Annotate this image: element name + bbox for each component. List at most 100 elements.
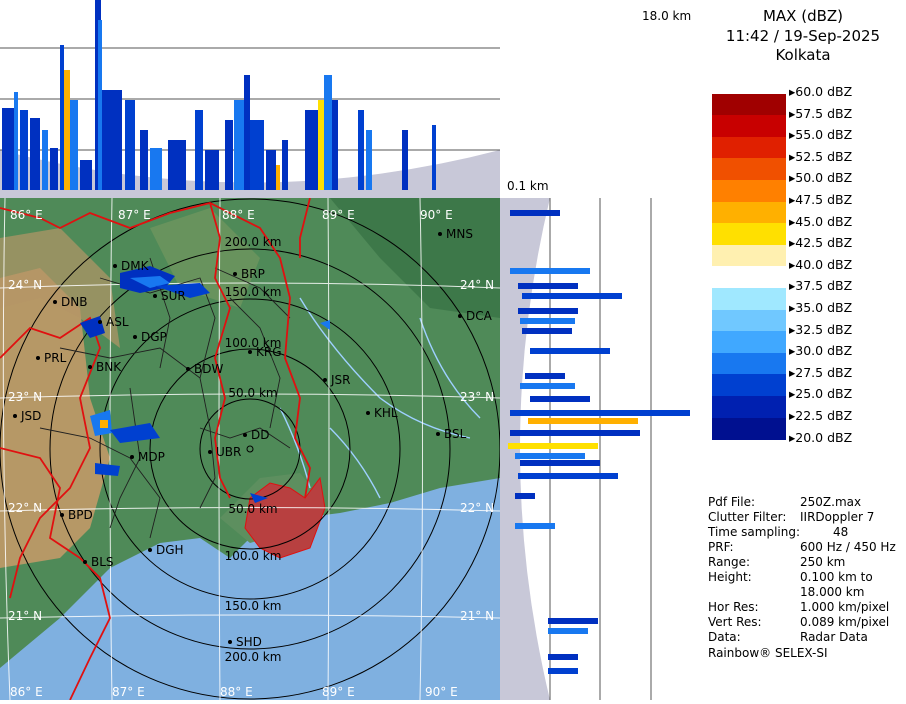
station-label: BRP: [241, 267, 265, 281]
side-echo-bar: [518, 473, 618, 479]
side-echo-bar: [518, 308, 578, 314]
legend-label: ▸45.0 dBZ: [789, 213, 853, 229]
range-label: 200.0 km: [225, 235, 282, 249]
top-echo-bar: [234, 100, 244, 190]
station-label: DCA: [466, 309, 493, 323]
top-echo-bar: [305, 110, 319, 190]
lat-label: 22° N: [8, 501, 42, 515]
datetime: 11:42 / 19-Sep-2025: [725, 27, 881, 45]
meta-key: Pdf File:: [708, 495, 756, 509]
legend-swatch: [712, 331, 786, 354]
top-echo-bar: [432, 125, 436, 190]
side-echo-bar: [530, 396, 590, 402]
side-echo-bar: [548, 654, 578, 660]
station-label: DGH: [156, 543, 184, 557]
station-label: DD: [251, 428, 269, 442]
top-echo-bar: [324, 75, 332, 190]
station-label: UBR: [216, 445, 241, 459]
meta-value: 48: [833, 525, 849, 539]
station-dot: [458, 314, 462, 318]
station-dot: [83, 560, 87, 564]
top-echo-bar: [225, 120, 233, 190]
station-dot: [208, 450, 212, 454]
station-label: KHL: [374, 406, 398, 420]
station-label: MDP: [138, 450, 165, 464]
legend-label: ▸32.5 dBZ: [789, 321, 853, 337]
top-echo-bar: [168, 140, 186, 190]
station-dot: [130, 455, 134, 459]
meta-value: Radar Data: [800, 630, 868, 644]
station-dot: [438, 232, 442, 236]
side-echo-bar: [525, 373, 565, 379]
radar-map-svg: 86° E 87° E 88° E 89° E 90° E 86° E 87° E 88° E…: [0, 198, 500, 700]
meta-value: 250 km: [800, 555, 846, 569]
meta-key: Hor Res:: [708, 600, 759, 614]
legend-swatch: [712, 201, 786, 224]
top-echo-bar: [150, 148, 162, 190]
top-echo-bar: [244, 75, 250, 190]
legend-swatch: [712, 309, 786, 332]
lon-label: 86° E: [10, 208, 43, 222]
rivers: [279, 297, 481, 499]
lat-label: 24° N: [460, 278, 494, 292]
software-footer: Rainbow® SELEX-SI: [708, 646, 828, 660]
side-echo-bar: [522, 328, 572, 334]
station-dot: [113, 264, 117, 268]
legend-label: ▸40.0 dBZ: [789, 256, 853, 272]
side-cross-section-svg: [500, 198, 700, 700]
legend-swatch: [712, 223, 786, 246]
range-label: 100.0 km: [225, 549, 282, 563]
legend-label: ▸25.0 dBZ: [789, 386, 853, 402]
side-echo-bar: [510, 210, 560, 216]
map-echoes: [80, 266, 330, 503]
station-label: BPD: [68, 508, 93, 522]
side-echo-bar: [548, 668, 578, 674]
station-dot: [133, 335, 137, 339]
legend-label: ▸30.0 dBZ: [789, 343, 853, 359]
meta-value: 18.000 km: [800, 585, 865, 599]
lon-label: 86° E: [10, 685, 43, 699]
legend-label: ▸22.5 dBZ: [789, 408, 853, 423]
top-echo-bar: [42, 130, 48, 190]
station-label: KRG: [256, 345, 282, 359]
top-echo-bar: [80, 160, 92, 190]
legend-label: ▸52.5 dBZ: [789, 148, 853, 164]
top-echo-bar: [358, 110, 364, 190]
meta-value: 0.100 km to: [800, 570, 873, 584]
station-dot: [88, 365, 92, 369]
top-cross-section-svg: [0, 0, 500, 200]
top-cross-section-panel: [0, 0, 500, 200]
top-echo-bar: [60, 45, 64, 190]
legend-label: ▸47.5 dBZ: [789, 192, 853, 207]
station-label: ASL: [106, 315, 129, 329]
meta-value: IIRDoppler 7: [800, 510, 875, 524]
range-label: 50.0 km: [228, 386, 277, 400]
station-label: BDW: [194, 362, 223, 376]
top-echo-bar: [276, 165, 280, 190]
legend-swatch: [712, 158, 786, 181]
station-dot: [323, 378, 327, 382]
legend-label: ▸27.5 dBZ: [789, 364, 853, 380]
station-label: BSL: [444, 427, 467, 441]
meta-value: 1.000 km/pixel: [800, 600, 890, 614]
meta-value: 600 Hz / 450 Hz: [800, 540, 896, 554]
station-dot: [36, 356, 40, 360]
meta-key: Vert Res:: [708, 615, 762, 629]
side-echo-bar: [520, 318, 575, 324]
legend-label: ▸55.0 dBZ: [789, 127, 853, 143]
side-echo-bar: [510, 268, 590, 274]
side-echo-bar: [510, 430, 640, 436]
station-dot: [148, 548, 152, 552]
top-echo-bar: [282, 140, 288, 190]
top-echo-bar: [30, 118, 40, 190]
side-cross-section-panel: [500, 198, 700, 700]
station-label: DMK: [121, 259, 150, 273]
top-echo-bar: [70, 100, 78, 190]
meta-key: Height:: [708, 570, 752, 584]
side-echo-bar: [528, 418, 638, 424]
product-title: MAX (dBZ): [762, 7, 844, 25]
meta-key: PRF:: [708, 540, 734, 554]
top-echo-bar: [125, 100, 135, 190]
top-echo-bar: [2, 108, 14, 190]
legend-label: ▸60.0 dBZ: [789, 84, 853, 99]
